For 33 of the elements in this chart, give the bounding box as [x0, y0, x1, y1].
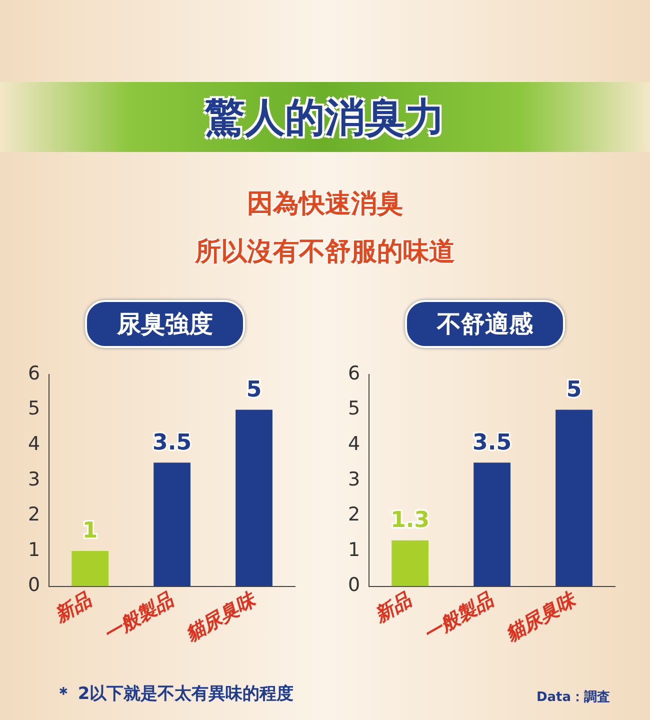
y-tick-label: 5 — [348, 398, 360, 420]
data-label: 3.5 — [152, 430, 192, 456]
text: 所以沒有不舒服的味道 — [194, 236, 456, 269]
x-tick-label: 新品 — [370, 588, 416, 628]
data-label: 3.5 — [472, 430, 512, 456]
y-tick-label: 5 — [28, 398, 40, 420]
x-tick-label: 新品 — [50, 588, 96, 628]
text: Data：調査 — [536, 688, 610, 706]
x-tick-label: 貓尿臭味 — [501, 588, 581, 646]
x-tick-label: 一般製品 — [100, 588, 178, 646]
y-tick-label: 3 — [28, 468, 40, 490]
x-tick-label: 貓尿臭味 — [181, 588, 261, 646]
y-tick-label: 0 — [348, 574, 360, 596]
y-tick-label: 1 — [28, 538, 40, 561]
y-tick-label: 3 — [348, 468, 360, 490]
data-label: 1.3 — [390, 508, 430, 534]
data-label: 1 — [82, 518, 98, 544]
text: 驚人的消臭力 — [205, 94, 445, 142]
chart-title: 尿臭強度 — [85, 300, 245, 348]
y-tick-label: 0 — [28, 574, 40, 596]
chart-title: 不舒適感 — [405, 300, 565, 348]
y-tick-label: 4 — [28, 432, 40, 455]
y-tick-label: 1 — [348, 538, 360, 561]
y-tick-label: 4 — [348, 432, 360, 455]
data-label: 5 — [566, 377, 582, 402]
x-tick-label: 一般製品 — [420, 588, 498, 646]
y-tick-label: 6 — [28, 362, 40, 384]
y-tick-label: 6 — [348, 362, 360, 384]
y-tick-label: 2 — [28, 504, 40, 526]
data-label: 5 — [246, 377, 262, 402]
text: ＊ 2以下就是不太有異味的程度 — [55, 683, 294, 705]
text: 因為快速消臭 — [246, 188, 404, 221]
y-tick-label: 2 — [348, 504, 360, 526]
